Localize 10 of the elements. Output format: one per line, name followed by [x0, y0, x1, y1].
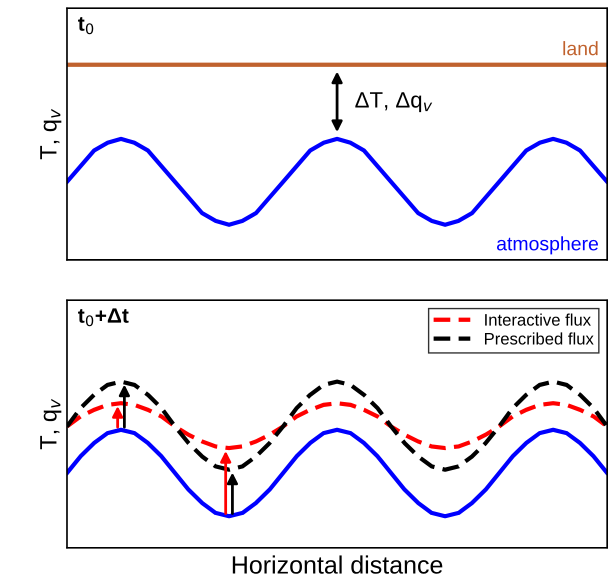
chart-title: t$_{0}$: [78, 17, 94, 34]
x-axis-title: Horizontal distance: [232, 555, 442, 574]
y-axis-title: T, q$_{v}$: [40, 108, 62, 160]
legend-label: Prescribed flux: [484, 332, 594, 345]
series-label: atmosphere: [496, 236, 598, 254]
chart-title: t$_{0}$+Δt: [78, 308, 129, 326]
annotation: ΔT, Δq$_{v}$: [355, 92, 432, 112]
legend-label: Interactive flux: [485, 314, 591, 326]
y-axis-title: T, q$_{v}$: [40, 398, 62, 450]
series-label: land: [563, 41, 598, 56]
